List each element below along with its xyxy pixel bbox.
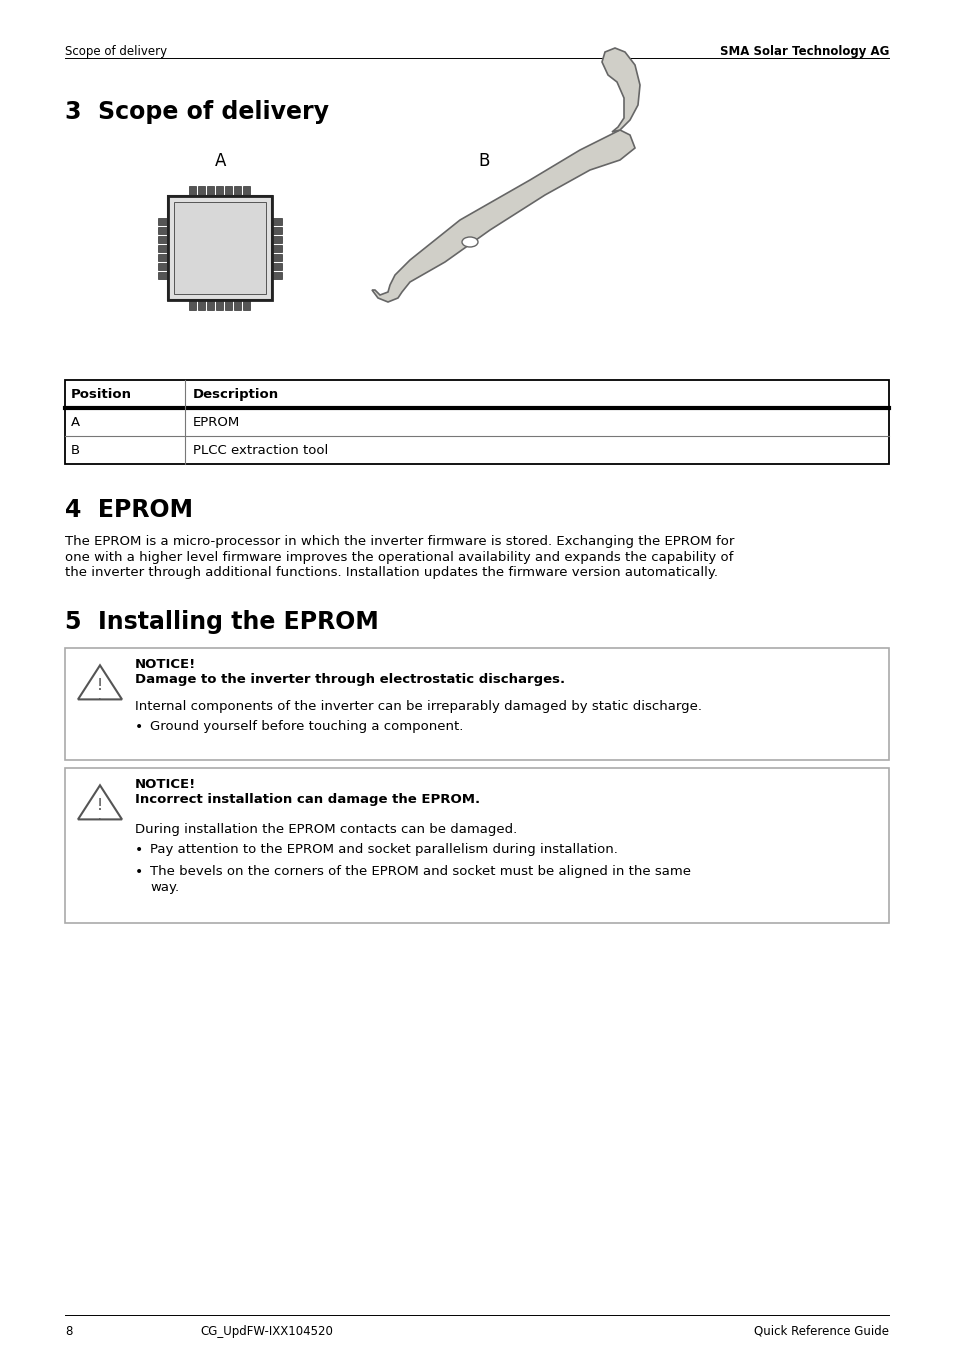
Text: Internal components of the inverter can be irreparably damaged by static dischar: Internal components of the inverter can … [135,700,701,713]
Bar [216,187,223,196]
Text: •: • [135,865,143,879]
Text: Damage to the inverter through electrostatic discharges.: Damage to the inverter through electrost… [135,673,564,685]
Bar [216,300,223,310]
Text: 4  EPROM: 4 EPROM [65,498,193,522]
Text: B: B [71,443,80,457]
Bar [272,262,282,269]
Bar [208,300,214,310]
Text: Quick Reference Guide: Quick Reference Guide [753,1325,888,1338]
Text: Ground yourself before touching a component.: Ground yourself before touching a compon… [150,721,463,733]
Text: A: A [214,151,226,170]
Bar [225,300,233,310]
Bar [272,245,282,251]
Text: Description: Description [193,388,279,402]
Polygon shape [601,49,639,132]
Polygon shape [78,786,122,819]
Bar [158,235,168,242]
Text: NOTICE!: NOTICE! [135,777,196,791]
Bar [272,272,282,279]
Bar [158,227,168,234]
Text: .: . [98,811,102,821]
Text: 5  Installing the EPROM: 5 Installing the EPROM [65,610,378,634]
Text: SMA Solar Technology AG: SMA Solar Technology AG [719,45,888,58]
Text: •: • [135,721,143,734]
Bar [158,254,168,261]
Text: PLCC extraction tool: PLCC extraction tool [193,443,328,457]
Bar [158,218,168,224]
Bar [272,227,282,234]
Bar [243,187,251,196]
Text: .: . [98,691,102,702]
Bar [168,196,272,300]
Text: one with a higher level firmware improves the operational availability and expan: one with a higher level firmware improve… [65,550,733,564]
Bar [234,187,241,196]
Text: The EPROM is a micro-processor in which the inverter firmware is stored. Exchang: The EPROM is a micro-processor in which … [65,535,734,548]
Bar [168,196,272,300]
Bar [272,254,282,261]
Polygon shape [78,665,122,699]
Bar [243,300,251,310]
Bar [65,380,888,464]
Text: •: • [135,844,143,857]
Text: !: ! [97,677,103,692]
Text: B: B [477,151,489,170]
Bar [234,300,241,310]
Text: CG_UpdFW-IXX104520: CG_UpdFW-IXX104520 [200,1325,333,1338]
Bar [198,300,205,310]
Bar [158,272,168,279]
Text: the inverter through additional functions. Installation updates the firmware ver: the inverter through additional function… [65,566,718,579]
Text: way.: way. [150,882,179,894]
Bar [65,648,888,760]
Polygon shape [372,130,635,301]
Text: Position: Position [71,388,132,402]
Text: 3  Scope of delivery: 3 Scope of delivery [65,100,329,124]
Text: Pay attention to the EPROM and socket parallelism during installation.: Pay attention to the EPROM and socket pa… [150,844,618,856]
Text: A: A [71,416,80,429]
Bar [272,218,282,224]
Text: Incorrect installation can damage the EPROM.: Incorrect installation can damage the EP… [135,794,479,806]
Bar [158,262,168,269]
Text: During installation the EPROM contacts can be damaged.: During installation the EPROM contacts c… [135,823,517,836]
Bar [190,300,196,310]
Bar [173,201,266,293]
Bar [65,768,888,923]
Text: 8: 8 [65,1325,72,1338]
Text: !: ! [97,798,103,813]
Text: The bevels on the corners of the EPROM and socket must be aligned in the same: The bevels on the corners of the EPROM a… [150,865,690,877]
Bar [158,245,168,251]
Text: EPROM: EPROM [193,416,240,429]
Bar [190,187,196,196]
Bar [198,187,205,196]
Text: NOTICE!: NOTICE! [135,658,196,671]
Text: Scope of delivery: Scope of delivery [65,45,167,58]
Bar [272,235,282,242]
Bar [225,187,233,196]
Bar [208,187,214,196]
Ellipse shape [461,237,477,247]
